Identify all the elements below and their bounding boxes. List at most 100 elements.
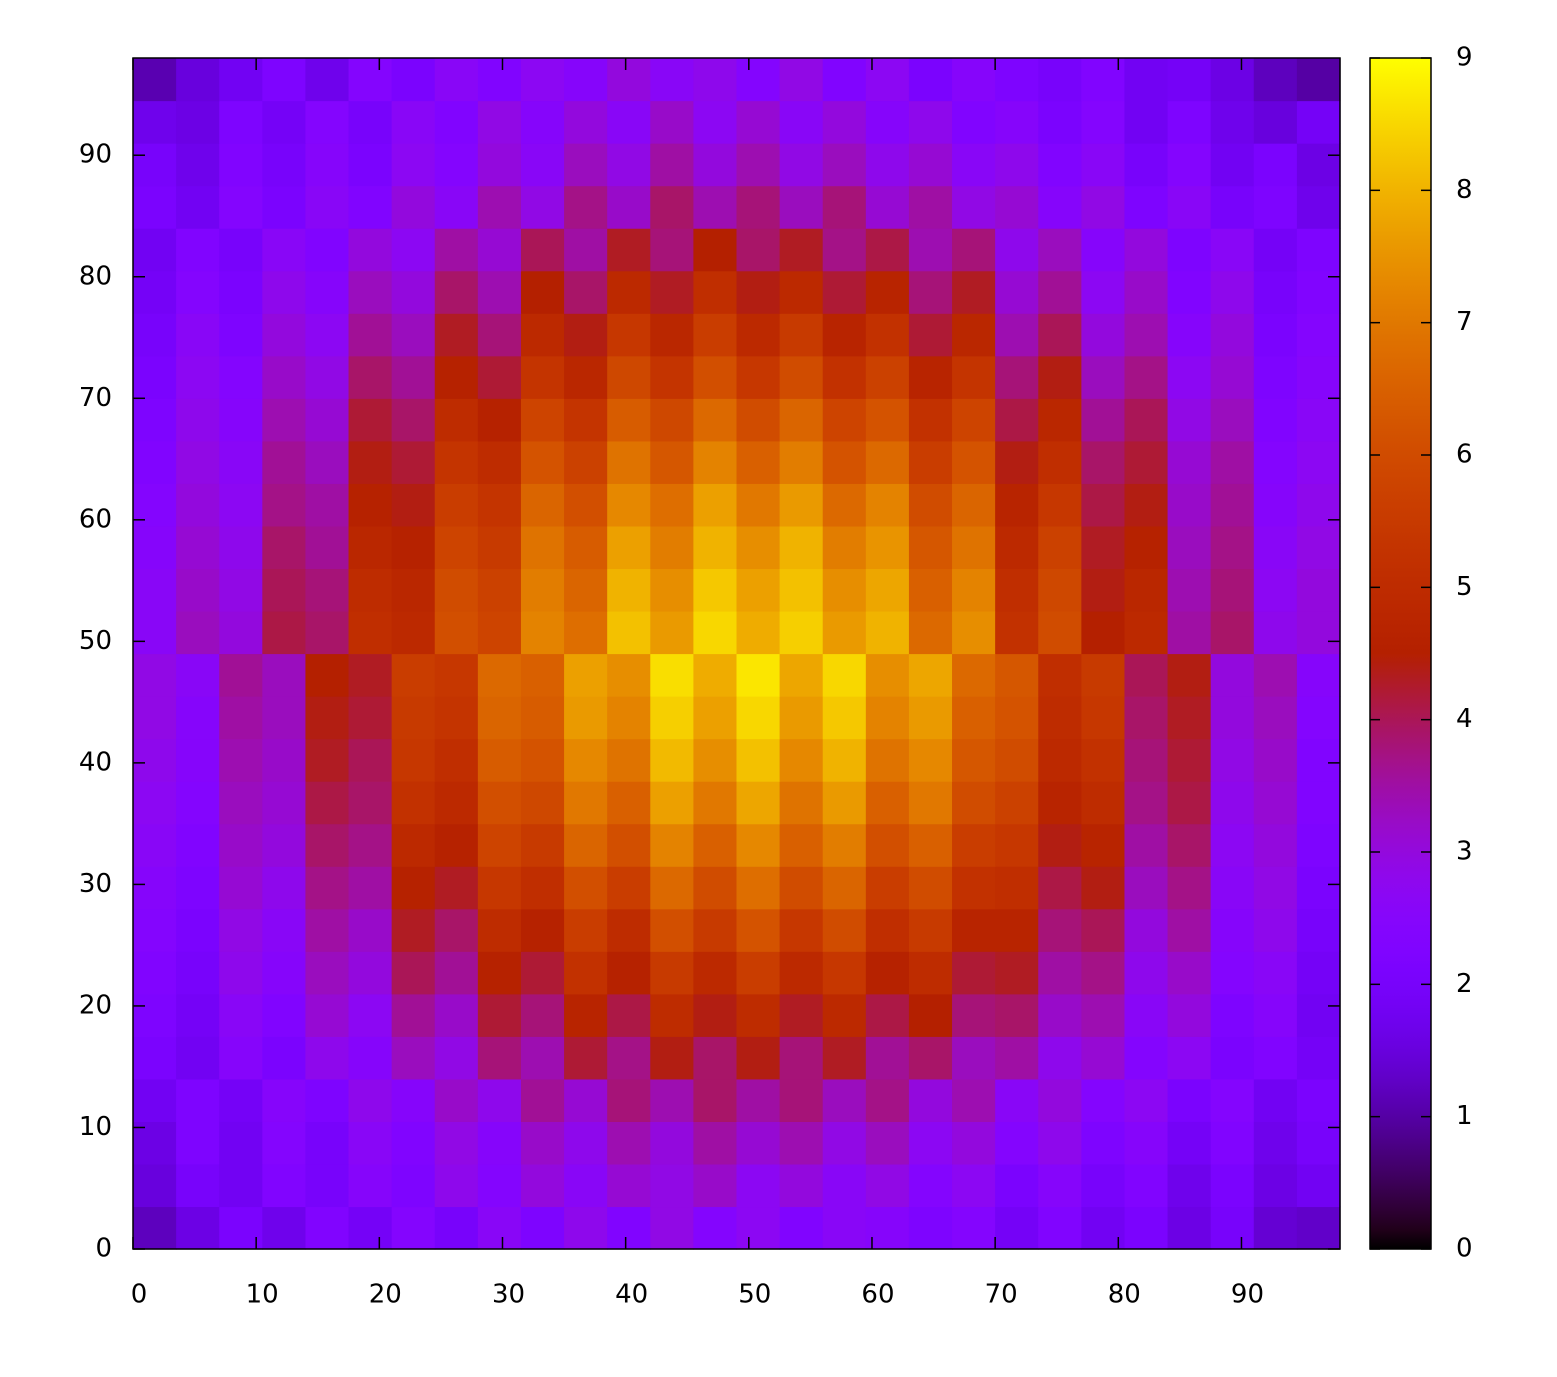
heatmap-cell bbox=[262, 738, 307, 782]
heatmap-cell bbox=[391, 1206, 436, 1250]
heatmap-cell bbox=[736, 228, 781, 272]
heatmap-cell bbox=[564, 993, 608, 1037]
heatmap-cell bbox=[520, 525, 565, 570]
heatmap-cell bbox=[693, 483, 738, 527]
heatmap-cell bbox=[520, 568, 565, 612]
heatmap-cell bbox=[176, 908, 220, 952]
heatmap-cell bbox=[736, 908, 781, 952]
heatmap-cell bbox=[133, 568, 177, 612]
heatmap-cell bbox=[779, 1078, 824, 1122]
heatmap-cell bbox=[262, 781, 307, 825]
heatmap-cell bbox=[520, 696, 565, 740]
heatmap-cell bbox=[391, 823, 436, 867]
heatmap-cell bbox=[693, 1036, 738, 1080]
heatmap-cell bbox=[995, 738, 1039, 782]
heatmap-cell bbox=[133, 1078, 177, 1122]
heatmap-cell bbox=[305, 313, 350, 357]
heatmap-cell bbox=[564, 823, 608, 867]
heatmap-cell bbox=[305, 355, 350, 399]
heatmap-cell bbox=[564, 1078, 608, 1122]
heatmap-cell bbox=[564, 100, 608, 144]
heatmap-cell bbox=[650, 1163, 694, 1208]
heatmap-cell bbox=[736, 313, 781, 357]
heatmap-cell bbox=[1038, 355, 1082, 399]
heatmap-cell bbox=[1081, 398, 1126, 442]
heatmap-cell bbox=[434, 1121, 479, 1165]
heatmap-cell bbox=[434, 1036, 479, 1080]
y-tick-label: 70 bbox=[79, 383, 112, 413]
heatmap-cell bbox=[1210, 951, 1255, 995]
heatmap-cell bbox=[1296, 1206, 1341, 1250]
heatmap-cell bbox=[133, 653, 177, 697]
heatmap-cell bbox=[348, 993, 393, 1037]
heatmap-cell bbox=[822, 951, 867, 995]
heatmap-cell bbox=[219, 483, 263, 527]
heatmap-cell bbox=[1210, 908, 1255, 952]
heatmap-cell bbox=[1038, 313, 1082, 357]
heatmap-cell bbox=[779, 653, 824, 697]
heatmap-cell bbox=[693, 993, 738, 1037]
heatmap-cell bbox=[262, 610, 307, 655]
colorbar-tick-label: 4 bbox=[1456, 704, 1473, 734]
heatmap-cell bbox=[995, 908, 1039, 952]
y-tick-label: 60 bbox=[79, 504, 112, 534]
heatmap-cell bbox=[1124, 866, 1169, 910]
heatmap-cell bbox=[822, 1121, 867, 1165]
y-tick-label: 30 bbox=[79, 869, 112, 899]
heatmap-cell bbox=[1296, 228, 1341, 272]
heatmap-cell bbox=[736, 568, 781, 612]
heatmap-cell bbox=[434, 58, 479, 102]
heatmap-cell bbox=[477, 313, 522, 357]
heatmap-cell bbox=[520, 951, 565, 995]
heatmap-cell bbox=[564, 568, 608, 612]
heatmap-cell bbox=[1038, 143, 1082, 187]
heatmap-cell bbox=[219, 270, 263, 314]
heatmap-cell bbox=[1124, 228, 1169, 272]
heatmap-cell bbox=[434, 866, 479, 910]
heatmap-cell bbox=[952, 823, 996, 867]
heatmap-cell bbox=[908, 100, 953, 144]
heatmap-cell bbox=[650, 143, 694, 187]
heatmap-cell bbox=[262, 696, 307, 740]
heatmap-cell bbox=[434, 483, 479, 527]
heatmap-cell bbox=[607, 1121, 651, 1165]
heatmap-cell bbox=[607, 270, 651, 314]
heatmap-cell bbox=[133, 1206, 177, 1250]
heatmap-cell bbox=[607, 951, 651, 995]
heatmap-cell bbox=[952, 653, 996, 697]
heatmap-cell bbox=[865, 653, 910, 697]
heatmap-cell bbox=[952, 993, 996, 1037]
heatmap-cell bbox=[564, 440, 608, 484]
heatmap-cell bbox=[1253, 568, 1298, 612]
heatmap-cell bbox=[693, 355, 738, 399]
heatmap-cell bbox=[564, 355, 608, 399]
heatmap-cell bbox=[391, 398, 436, 442]
heatmap-cell bbox=[693, 568, 738, 612]
heatmap-cell bbox=[1253, 228, 1298, 272]
heatmap-cell bbox=[520, 738, 565, 782]
heatmap-cell bbox=[995, 993, 1039, 1037]
heatmap-cell bbox=[1038, 58, 1082, 102]
heatmap-cell bbox=[1210, 993, 1255, 1037]
heatmap-cell bbox=[1296, 185, 1341, 229]
heatmap-cell bbox=[908, 781, 953, 825]
heatmap-cell bbox=[650, 483, 694, 527]
heatmap-cell bbox=[822, 398, 867, 442]
heatmap-cell bbox=[262, 355, 307, 399]
heatmap-cell bbox=[822, 993, 867, 1037]
heatmap-cell bbox=[564, 228, 608, 272]
heatmap-cell bbox=[1124, 1036, 1169, 1080]
heatmap-cell bbox=[736, 866, 781, 910]
heatmap-cell bbox=[133, 440, 177, 484]
heatmap-cell bbox=[865, 398, 910, 442]
heatmap-cell bbox=[822, 58, 867, 102]
heatmap-cell bbox=[520, 610, 565, 655]
heatmap-cell bbox=[865, 100, 910, 144]
heatmap-cell bbox=[650, 1078, 694, 1122]
heatmap-cell bbox=[822, 355, 867, 399]
heatmap-cell bbox=[693, 696, 738, 740]
heatmap-cell bbox=[865, 270, 910, 314]
heatmap-cell bbox=[908, 228, 953, 272]
heatmap-cell bbox=[1167, 355, 1212, 399]
